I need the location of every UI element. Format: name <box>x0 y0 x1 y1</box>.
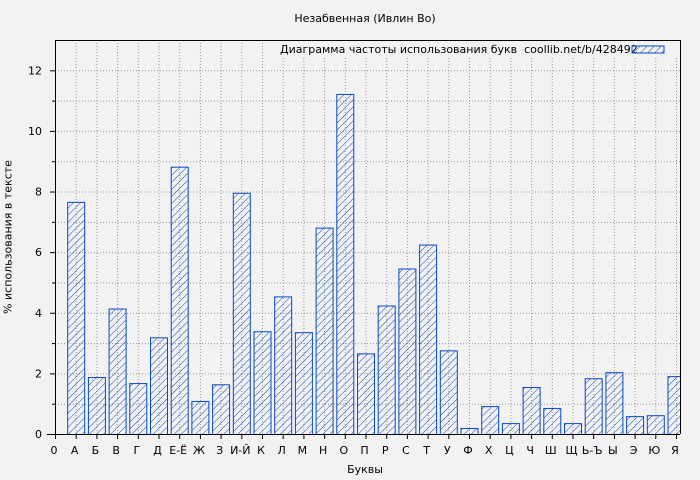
x-tick-label: Х <box>485 444 493 457</box>
bar-М <box>294 332 313 434</box>
x-tick-label: Ц <box>505 444 514 457</box>
y-tick-label: 12 <box>28 64 42 77</box>
bar-Н <box>315 227 334 434</box>
bar-Ы <box>605 372 624 434</box>
bar-З <box>212 384 231 434</box>
x-tick-label: П <box>360 444 368 457</box>
x-tick-label: Р <box>382 444 389 457</box>
y-tick-label: 8 <box>35 186 42 199</box>
x-tick-label: Ы <box>608 444 618 457</box>
bar-О <box>336 93 355 434</box>
x-tick-label: Ю <box>648 444 660 457</box>
bar-Ш <box>543 407 562 434</box>
legend-label: Диаграмма частоты использования букв coo… <box>280 43 638 56</box>
x-axis-label: Буквы <box>347 463 383 476</box>
bar-Щ <box>564 423 582 434</box>
bar-Ь-Ъ <box>584 378 603 434</box>
x-tick-label: М <box>298 444 308 457</box>
bar-Б <box>87 377 106 434</box>
bar-Т <box>419 244 438 434</box>
y-tick-label: 2 <box>35 367 42 380</box>
x-tick-label: Т <box>422 444 430 457</box>
y-tick-label: 10 <box>28 125 42 138</box>
x-tick-label: Ф <box>463 444 472 457</box>
x-tick-label: Б <box>92 444 100 457</box>
bar-У <box>439 350 458 434</box>
x-tick-label: У <box>444 444 451 457</box>
bar-В <box>108 308 127 434</box>
bar-Г <box>129 383 148 434</box>
y-tick-label: 4 <box>35 307 42 320</box>
bar-С <box>398 268 417 434</box>
x-tick-label: С <box>402 444 410 457</box>
bar-Ю <box>646 415 665 434</box>
bars <box>67 93 680 434</box>
x-tick-label: Э <box>630 444 638 457</box>
bar-Ч <box>522 387 541 434</box>
bar-К <box>253 331 272 434</box>
bar-Е-Ё <box>170 166 189 434</box>
x-tick-label: В <box>112 444 120 457</box>
x-tick-label: Ш <box>545 444 557 457</box>
bar-П <box>357 353 375 434</box>
y-tick-label: 6 <box>35 246 42 259</box>
legend-swatch <box>631 45 665 54</box>
x-tick-label: Ж <box>193 444 205 457</box>
bar-Ф <box>460 427 479 434</box>
x-tick-label: А <box>71 444 79 457</box>
bar-Р <box>377 305 396 434</box>
chart-title: Незабвенная (Ивлин Во) <box>294 12 436 25</box>
x-tick-label: З <box>216 444 223 457</box>
bar-Я <box>667 376 680 434</box>
bar-Д <box>150 337 168 434</box>
bar-Ц <box>501 423 520 434</box>
x-tick-label: И-Й <box>230 444 250 457</box>
bar-Л <box>274 296 293 434</box>
x-tick-label: О <box>339 444 348 457</box>
x-tick-label: Я <box>671 444 679 457</box>
bar-И-Й <box>232 192 251 434</box>
x-tick-label: Ч <box>526 444 534 457</box>
x-tick-label: Г <box>133 444 140 457</box>
bar-Ж <box>191 400 210 434</box>
x-tick-label: Л <box>278 444 286 457</box>
bar-Э <box>626 416 645 434</box>
y-tick-label: 0 <box>35 428 42 441</box>
x-tick-label: Ь-Ъ <box>582 444 603 457</box>
x-tick-label: Н <box>319 444 327 457</box>
x-tick-label: Е-Ё <box>169 444 187 457</box>
x-tick-label: Щ <box>565 444 577 457</box>
bar-А <box>67 201 86 434</box>
x-tick-label: Д <box>153 444 162 457</box>
x-tick-label: 0 <box>51 444 58 457</box>
bar-Х <box>481 406 500 434</box>
legend: Диаграмма частоты использования букв coo… <box>279 42 678 56</box>
x-tick-label: К <box>257 444 265 457</box>
